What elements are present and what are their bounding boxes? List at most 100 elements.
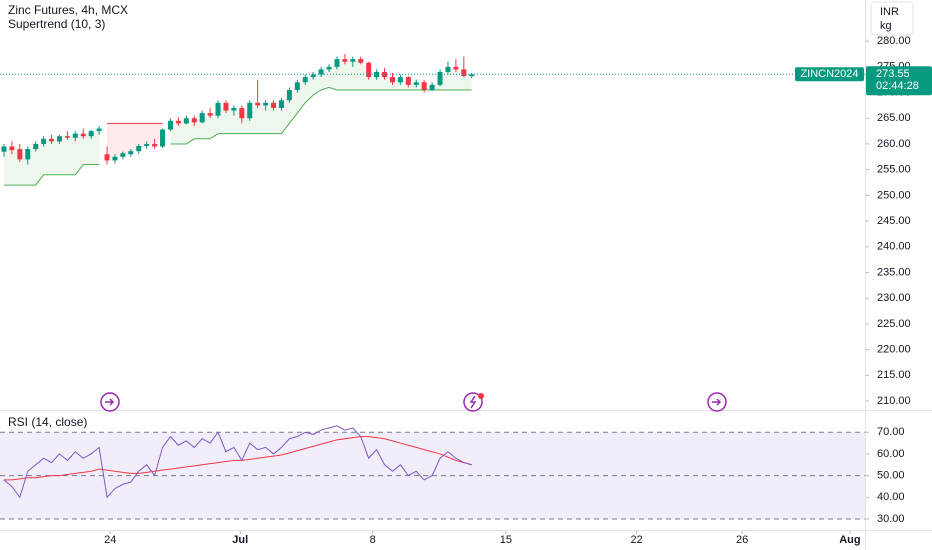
candle-body — [1, 146, 7, 152]
x-tick-label: 15 — [500, 534, 512, 546]
unit-label: kg — [880, 20, 892, 32]
candle-body — [64, 136, 70, 138]
candle-body — [175, 120, 181, 124]
candle-body — [207, 113, 213, 116]
symbol-label: ZINCN2024 — [800, 68, 858, 80]
candle-body — [445, 66, 451, 72]
supertrend-line — [3, 86, 472, 186]
candle-body — [374, 71, 380, 78]
last-price-badge — [866, 66, 932, 96]
candle-body — [310, 74, 316, 78]
candle-body — [302, 77, 308, 83]
candle-body — [413, 82, 419, 85]
event-icon[interactable] — [100, 392, 120, 412]
candle-body — [191, 118, 197, 123]
x-tick-label: 24 — [104, 534, 116, 546]
y-tick-label: 210.00 — [877, 395, 911, 407]
y-tick-label: 230.00 — [877, 292, 911, 304]
candle-body — [247, 102, 253, 119]
y-tick-label: 280.00 — [877, 35, 911, 47]
y-tick-label: 50.00 — [877, 470, 905, 482]
y-tick-label: 235.00 — [877, 266, 911, 278]
chart-title: Zinc Futures, 4h, MCX — [8, 3, 128, 17]
candle-body — [104, 154, 110, 161]
candle-body — [453, 66, 459, 70]
candle-body — [421, 82, 427, 90]
y-tick-label: 30.00 — [877, 513, 905, 525]
x-tick-label: Jul — [232, 534, 248, 546]
candle-body — [49, 138, 55, 142]
y-tick-label: 250.00 — [877, 189, 911, 201]
y-tick-label: 255.00 — [877, 164, 911, 176]
candle-body — [9, 146, 15, 151]
candle-body — [96, 128, 102, 132]
event-icon[interactable] — [463, 392, 484, 412]
candle-body — [271, 102, 277, 108]
rsi-label: RSI (14, close) — [8, 415, 87, 429]
candle-body — [286, 89, 292, 101]
y-tick-label: 260.00 — [877, 138, 911, 150]
y-tick-label: 220.00 — [877, 343, 911, 355]
y-tick-label: 70.00 — [877, 426, 905, 438]
candle-body — [389, 77, 395, 83]
candle-body — [33, 143, 39, 150]
candle-body — [469, 74, 475, 77]
candle-body — [199, 113, 205, 123]
candle-body — [318, 69, 324, 75]
y-tick-label: 265.00 — [877, 112, 911, 124]
supertrend-fill — [170, 60, 472, 144]
x-tick-label: 26 — [736, 534, 748, 546]
currency-box — [870, 1, 914, 36]
candle-body — [183, 118, 189, 124]
candle-body — [160, 129, 166, 147]
candle-body — [231, 107, 237, 111]
x-tick-label: Aug — [839, 534, 860, 546]
last-price-label: 273.55 — [876, 68, 910, 80]
y-tick-label: 245.00 — [877, 215, 911, 227]
candle-body — [144, 143, 150, 147]
y-tick-label: 60.00 — [877, 448, 905, 460]
currency-label: INR — [880, 6, 899, 18]
candle-body — [223, 102, 229, 111]
candle-body — [334, 59, 340, 67]
y-tick-label: 40.00 — [877, 491, 905, 503]
supertrend-fill — [3, 129, 100, 186]
y-tick-label: 215.00 — [877, 369, 911, 381]
rsi-line — [3, 425, 472, 499]
candle-body — [128, 151, 134, 155]
candle-body — [342, 59, 348, 62]
event-icon[interactable] — [707, 392, 727, 412]
symbol-badge — [795, 67, 864, 82]
candle-body — [25, 149, 31, 160]
candle-body — [56, 136, 62, 142]
candle-body — [88, 131, 94, 137]
candle-body — [215, 102, 221, 116]
candle-body — [437, 71, 443, 85]
candle-body — [358, 59, 364, 63]
candle-body — [263, 102, 269, 106]
x-tick-label: 22 — [631, 534, 643, 546]
candle-body — [397, 77, 403, 83]
supertrend-fill — [107, 123, 163, 159]
candle-body — [366, 62, 372, 78]
candle-body — [255, 102, 261, 106]
candle-body — [17, 149, 23, 160]
candle-body — [350, 59, 356, 62]
countdown-label: 02:44:28 — [876, 80, 919, 92]
x-tick-label: 8 — [370, 534, 376, 546]
rsi-ma-line — [3, 436, 472, 481]
candle-body — [294, 82, 300, 90]
candle-body — [429, 84, 435, 90]
candle-body — [239, 107, 245, 119]
candle-body — [112, 156, 118, 161]
candle-body — [120, 153, 126, 157]
candle-body — [461, 69, 467, 77]
candle-body — [80, 133, 86, 137]
candle-body — [167, 120, 173, 130]
candle-body — [136, 146, 142, 152]
indicator-label: Supertrend (10, 3) — [8, 17, 105, 31]
candle-body — [326, 66, 332, 70]
candle-body — [405, 77, 411, 85]
